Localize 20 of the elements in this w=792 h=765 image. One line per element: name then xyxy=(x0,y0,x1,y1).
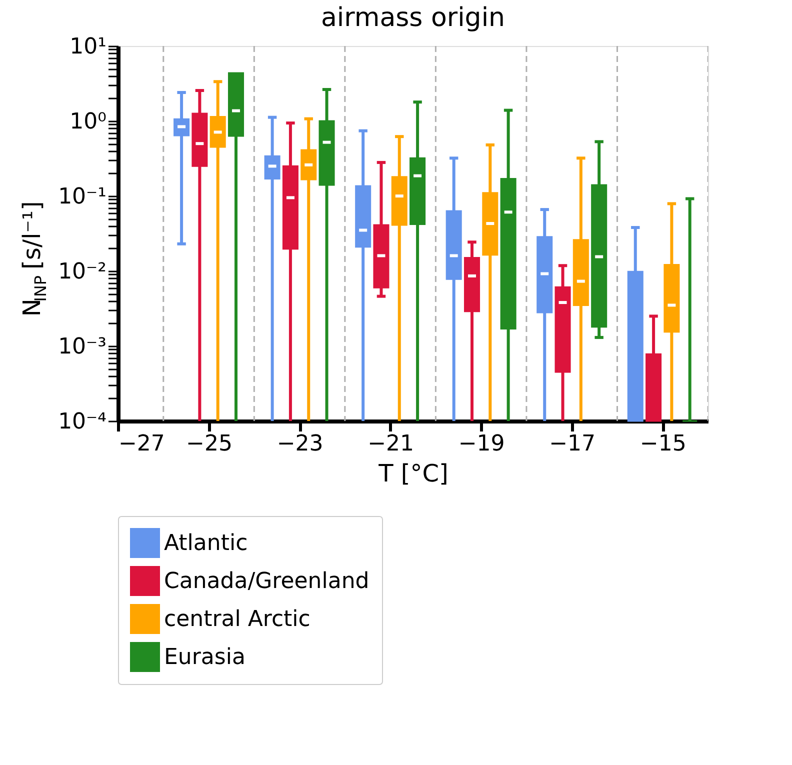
x-tick-label: −25 xyxy=(186,432,232,456)
x-tick-label: −23 xyxy=(276,432,324,456)
legend-label: Atlantic xyxy=(164,531,248,556)
y-tick-label: 10⁻² xyxy=(58,260,106,284)
x-tick-label: −19 xyxy=(458,432,505,456)
x-tick-label: −17 xyxy=(549,432,596,456)
x-tick-label: −15 xyxy=(640,432,686,456)
y-tick-label: 10⁻¹ xyxy=(58,184,106,210)
x-tick-label: −27 xyxy=(118,432,165,456)
x-axis-title: T [°C] xyxy=(378,460,448,488)
y-tick-label: 10⁻⁴ xyxy=(58,410,107,434)
y-tick-label: 10¹ xyxy=(70,34,106,60)
y-axis-title: NINP [s/l⁻¹] xyxy=(18,201,50,317)
legend-label: Eurasia xyxy=(164,645,246,670)
legend-label: central Arctic xyxy=(164,607,310,632)
chart-title: airmass origin xyxy=(320,3,506,33)
x-tick-label: −21 xyxy=(368,432,414,456)
legend-label: Canada/Greenland xyxy=(164,569,370,594)
y-tick-label: 10⁻³ xyxy=(58,334,106,360)
y-tick-label: 10⁰ xyxy=(70,110,107,134)
